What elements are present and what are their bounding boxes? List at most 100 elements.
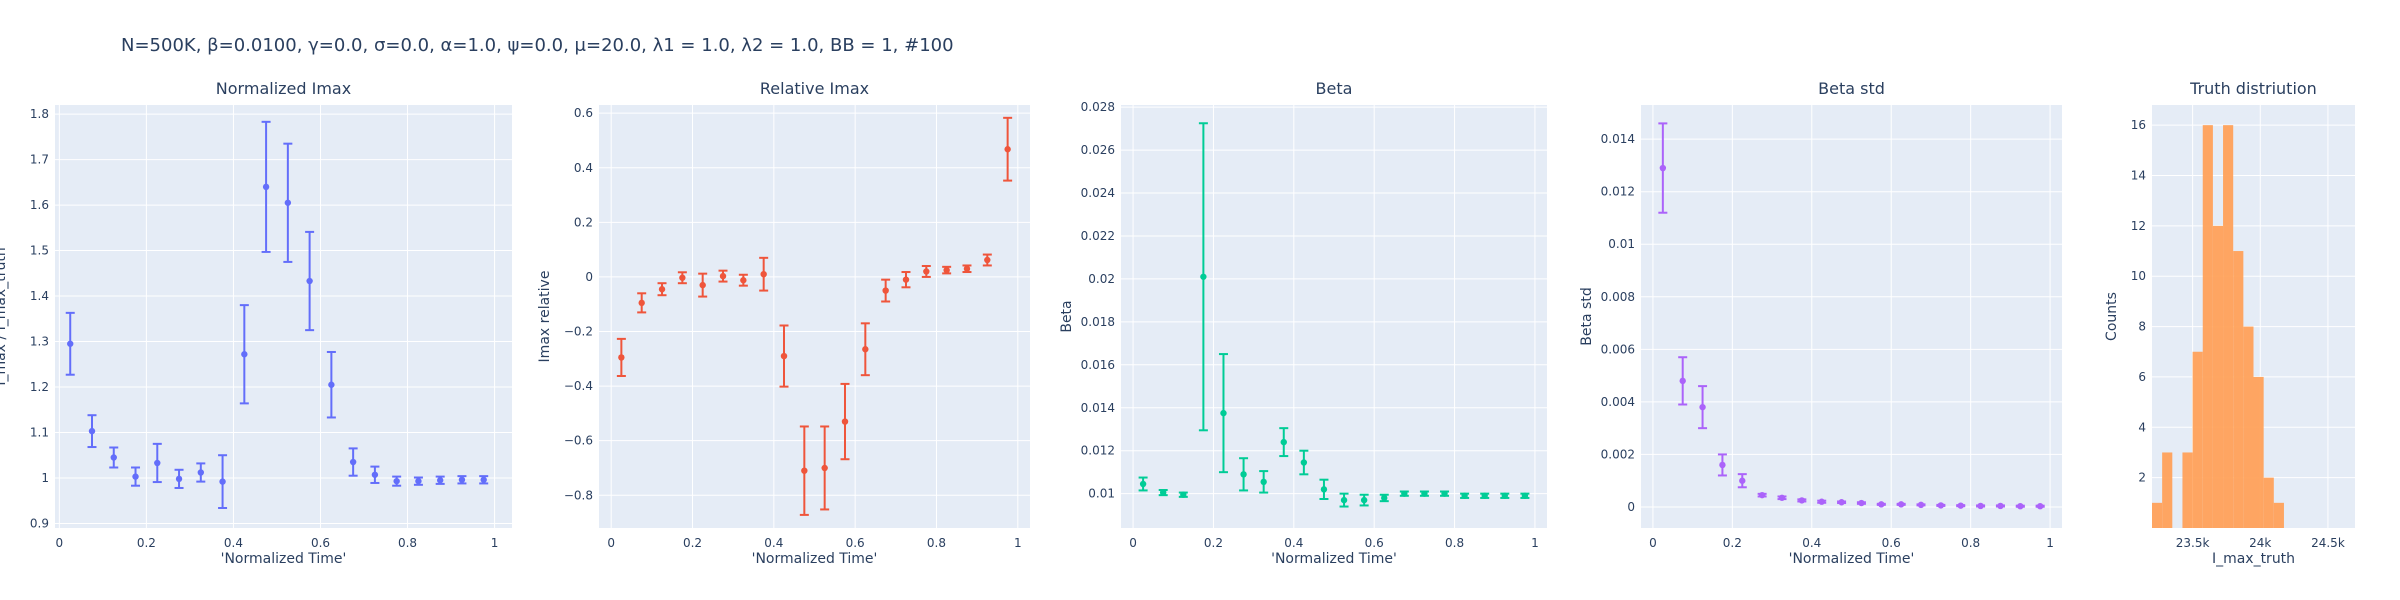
x-tick-label: 0.4 — [1802, 536, 1821, 550]
data-point — [1957, 502, 1964, 509]
y-tick-label: 0.012 — [1601, 185, 1635, 199]
data-point — [1401, 490, 1408, 497]
y-tick-label: 0.01 — [1608, 237, 1635, 251]
data-point — [1897, 501, 1905, 508]
data-point — [371, 471, 379, 478]
histogram-bar — [2202, 125, 2213, 529]
x-tick-label: 0.6 — [846, 536, 865, 550]
panel-title: Relative Imax — [760, 79, 869, 98]
data-point — [1798, 497, 1806, 504]
plot-area — [1641, 105, 2062, 528]
data-point — [241, 351, 248, 358]
histogram-bar — [2233, 251, 2244, 529]
y-tick-label: 1.3 — [30, 335, 49, 349]
data-point — [175, 475, 183, 483]
panel-title: Normalized Imax — [216, 79, 351, 98]
histogram-bar — [2192, 351, 2203, 528]
histogram-bar — [2162, 452, 2173, 528]
x-tick-label: 0.6 — [1365, 536, 1384, 550]
data-point — [88, 427, 96, 435]
data-point — [963, 265, 971, 272]
x-tick-label: 1 — [491, 536, 499, 550]
y-axis-label: Imax relative — [537, 271, 553, 363]
x-tick-label: 0 — [1129, 536, 1137, 550]
data-point — [306, 277, 313, 285]
data-point — [1139, 480, 1147, 488]
data-point — [943, 266, 950, 274]
data-point — [1421, 490, 1428, 497]
x-tick-label: 0.8 — [1961, 536, 1980, 550]
data-point — [1878, 501, 1885, 508]
x-tick-label: 0.6 — [311, 536, 330, 550]
y-tick-label: 10 — [2131, 269, 2146, 283]
y-tick-label: 1.5 — [30, 244, 49, 258]
data-point — [699, 281, 706, 289]
y-tick-label: 0 — [585, 270, 593, 284]
y-tick-label: 4 — [2138, 420, 2146, 434]
data-point — [841, 418, 849, 425]
data-point — [328, 381, 335, 388]
histogram-bar — [2223, 125, 2234, 529]
data-point — [1838, 499, 1845, 506]
x-tick-label: 1 — [1531, 536, 1539, 550]
data-point — [1360, 496, 1368, 504]
data-point — [1758, 491, 1766, 499]
y-axis-label: I_max / I_max_truth — [0, 247, 9, 385]
histogram-bar — [2182, 452, 2193, 528]
data-point — [1739, 477, 1746, 484]
data-point — [1200, 273, 1207, 280]
data-point — [219, 478, 226, 485]
x-tick-label: 0.4 — [224, 536, 243, 550]
data-point — [197, 469, 205, 476]
x-tick-label: 0 — [1649, 536, 1657, 550]
y-tick-label: −0.2 — [564, 325, 593, 339]
data-point — [415, 477, 422, 485]
data-point — [1977, 502, 1984, 510]
x-tick-label: 23.5k — [2176, 536, 2210, 550]
data-point — [1240, 471, 1247, 478]
histogram-bar — [2243, 326, 2254, 528]
x-axis-label: I_max_truth — [2212, 551, 2295, 567]
data-point — [262, 183, 270, 191]
data-point — [2036, 502, 2044, 510]
data-point — [393, 477, 400, 485]
x-tick-label: 1 — [1014, 536, 1022, 550]
data-point — [1818, 498, 1825, 505]
x-tick-label: 24.5k — [2311, 536, 2345, 550]
data-point — [1320, 486, 1328, 493]
data-point — [458, 476, 466, 483]
plot-area — [1121, 105, 1547, 528]
data-point — [638, 299, 645, 307]
data-point — [1719, 461, 1726, 469]
x-tick-label: 0.8 — [1445, 536, 1464, 550]
x-tick-label: 0.4 — [1284, 536, 1303, 550]
y-tick-label: 1.7 — [30, 153, 49, 167]
data-point — [349, 458, 357, 466]
y-tick-label: 1.6 — [30, 198, 49, 212]
y-tick-label: 1 — [41, 471, 49, 485]
y-tick-label: 0.012 — [1081, 444, 1115, 458]
histogram-bar — [2273, 502, 2284, 528]
x-tick-label: 0.2 — [683, 536, 702, 550]
y-tick-label: 0.028 — [1081, 100, 1115, 114]
histogram-bar — [2253, 376, 2264, 528]
y-tick-label: 0 — [1627, 500, 1635, 514]
data-point — [780, 352, 788, 360]
panel-normalized-imax: 0 0.2 0.4 0.6 0.8 1 0.9 1 1.1 1.2 1.3 1.4 1.5 1.6 1.7 1… — [0, 79, 512, 567]
y-tick-label: 0.024 — [1081, 186, 1115, 200]
data-point — [1260, 478, 1267, 486]
data-point — [1679, 377, 1686, 385]
data-point — [984, 256, 991, 264]
y-tick-label: 0.2 — [574, 215, 593, 229]
figure-title: N=500K, β=0.0100, γ=0.0, σ=0.0, α=1.0, ψ… — [121, 35, 954, 56]
y-tick-label: 0.002 — [1601, 447, 1635, 461]
y-tick-label: 14 — [2131, 169, 2146, 183]
data-point — [719, 272, 727, 280]
panel-beta: 0 0.2 0.4 0.6 0.8 1 0.01 0.012 0.014 0.016 0.018 0.… — [1059, 79, 1547, 567]
x-axis-label: 'Normalized Time' — [221, 551, 347, 567]
y-tick-label: 0.014 — [1081, 401, 1115, 415]
x-tick-label: 0.4 — [764, 536, 783, 550]
data-point — [132, 473, 139, 480]
y-tick-label: 0.008 — [1601, 290, 1635, 304]
y-tick-label: 8 — [2138, 320, 2146, 334]
